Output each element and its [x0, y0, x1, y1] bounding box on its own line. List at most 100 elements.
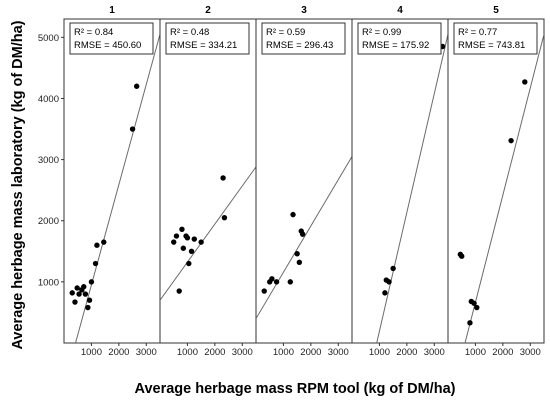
- data-point: [220, 175, 226, 181]
- panel-frame: [159, 18, 257, 344]
- y-tick-label: 1000: [38, 277, 59, 288]
- panel-title: 1: [109, 5, 115, 16]
- data-point: [176, 288, 182, 294]
- stats-box: [165, 22, 250, 55]
- data-point: [85, 304, 91, 311]
- data-point: [180, 245, 187, 251]
- data-point: [179, 226, 185, 232]
- data-point: [72, 299, 78, 305]
- x-tick-label: 3000: [136, 347, 157, 358]
- x-tick-label: 2000: [108, 347, 129, 358]
- data-point: [221, 214, 228, 221]
- y-tick-label: 2000: [38, 216, 59, 227]
- x-tick-label: 1000: [273, 347, 294, 358]
- stats-box: [453, 22, 538, 55]
- data-point: [294, 251, 300, 257]
- r-squared-label: R² = 0.48: [170, 27, 209, 38]
- data-point: [299, 231, 306, 237]
- panel-frame: [351, 18, 449, 344]
- x-tick-label: 1000: [465, 347, 486, 358]
- data-point: [191, 236, 197, 242]
- rmse-label: RMSE = 743.81: [458, 40, 525, 51]
- data-point: [198, 239, 204, 245]
- data-point: [261, 288, 267, 294]
- data-point: [86, 297, 93, 303]
- data-point: [186, 260, 192, 267]
- panel-2: 2 1000 2000 3000 R² = 0.48 RMSE = 334.21: [159, 5, 257, 358]
- data-point: [76, 291, 82, 297]
- data-point: [81, 284, 87, 290]
- y-tick-label: 4000: [38, 94, 59, 105]
- x-tick-label: 2000: [204, 347, 225, 358]
- panel-title: 4: [397, 5, 403, 16]
- x-tick-label: 3000: [328, 347, 349, 358]
- data-point: [133, 83, 140, 89]
- data-point: [273, 279, 280, 285]
- y-tick-label: 3000: [38, 155, 59, 166]
- regression-line: [464, 34, 544, 343]
- panel-5: 5 1000 2000 3000 R² = 0.77 RMSE = 743.81: [447, 5, 545, 358]
- rmse-label: RMSE = 450.60: [74, 40, 141, 51]
- x-tick-label: 3000: [232, 347, 253, 358]
- x-tick-label: 1000: [81, 347, 102, 358]
- data-point: [459, 253, 465, 259]
- data-point: [129, 126, 136, 132]
- panel-frame: [447, 18, 545, 344]
- stats-box: [69, 22, 154, 55]
- data-point: [92, 260, 99, 267]
- regression-line: [75, 34, 160, 343]
- data-point: [171, 239, 177, 245]
- stats-box: [357, 22, 442, 55]
- x-tick-label: 3000: [424, 347, 445, 358]
- data-point: [101, 239, 107, 245]
- rmse-label: RMSE = 175.92: [362, 40, 429, 51]
- data-point: [173, 233, 180, 239]
- data-point: [390, 265, 396, 272]
- data-point: [74, 285, 80, 291]
- y-tick-label: 5000: [38, 33, 59, 44]
- x-tick-label: 3000: [520, 347, 541, 358]
- rmse-label: RMSE = 296.43: [266, 40, 333, 51]
- data-point: [290, 211, 296, 218]
- panel-title: 3: [301, 5, 307, 16]
- x-tick-label: 2000: [396, 347, 417, 358]
- x-tick-label: 1000: [369, 347, 390, 358]
- data-point: [94, 242, 100, 248]
- rmse-label: RMSE = 334.21: [170, 40, 237, 51]
- data-point: [467, 320, 473, 326]
- data-point: [287, 279, 293, 285]
- regression-line: [256, 156, 352, 319]
- data-point: [296, 259, 303, 266]
- y-axis-title: Average herbage mass laboratory (kg of D…: [10, 20, 26, 349]
- data-point: [82, 291, 89, 297]
- data-point: [522, 79, 528, 85]
- r-squared-label: R² = 0.77: [458, 27, 497, 38]
- x-tick-label: 2000: [492, 347, 513, 358]
- data-point: [184, 235, 191, 241]
- panel-3: 3 1000 2000 3000 R² = 0.59 RMSE = 296.43: [255, 5, 353, 358]
- data-point: [386, 279, 392, 285]
- panel-title: 5: [493, 5, 499, 16]
- data-point: [188, 248, 195, 255]
- panel-4: 4 1000 2000 3000 R² = 0.99 RMSE = 175.92: [351, 5, 449, 358]
- data-point: [88, 279, 95, 285]
- data-point: [471, 300, 477, 306]
- panels-group: 1 1000 2000 3000 4000 5000 1000 2000 3000 R² = 0.…: [38, 5, 545, 358]
- data-point: [382, 290, 388, 296]
- r-squared-label: R² = 0.59: [266, 27, 305, 38]
- data-point: [474, 304, 480, 311]
- r-squared-label: R² = 0.84: [74, 27, 113, 38]
- panel-1: 1 1000 2000 3000 4000 5000 1000 2000 3000 R² = 0.…: [38, 5, 161, 358]
- r-squared-label: R² = 0.99: [362, 27, 401, 38]
- x-axis-title: Average herbage mass RPM tool (kg of DM/…: [135, 381, 456, 397]
- data-point: [508, 137, 514, 144]
- x-tick-label: 2000: [300, 347, 321, 358]
- data-point: [269, 276, 275, 282]
- regression-line: [376, 34, 448, 343]
- panel-title: 2: [205, 5, 211, 16]
- data-point: [69, 290, 75, 296]
- stats-box: [261, 22, 346, 55]
- x-tick-label: 1000: [177, 347, 198, 358]
- regression-line: [160, 166, 256, 301]
